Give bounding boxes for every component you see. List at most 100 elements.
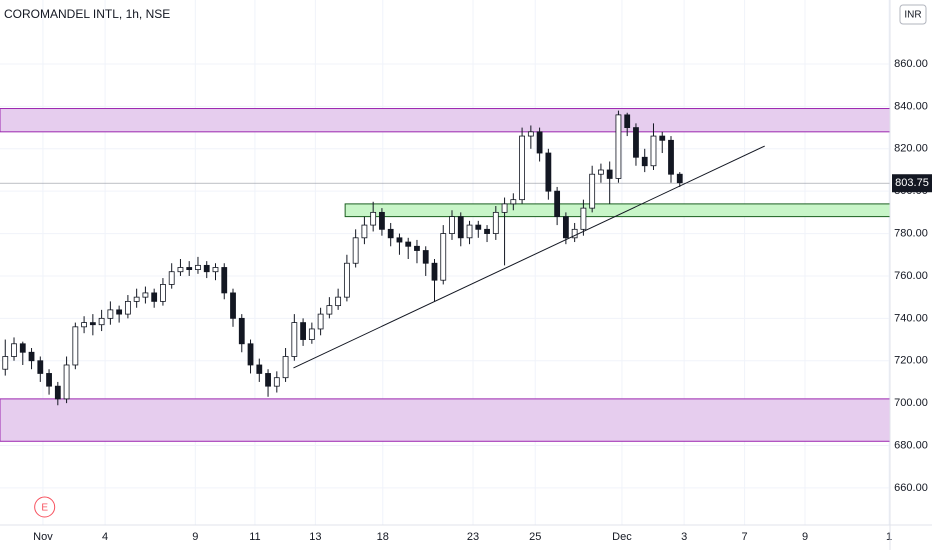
zone [344, 203, 891, 218]
candle-body [387, 228, 394, 239]
y-tick-label: 660.00 [894, 482, 928, 494]
candle-body [54, 385, 61, 400]
zone [0, 398, 891, 442]
x-tick-label: 9 [192, 531, 198, 543]
candle-body [624, 114, 631, 128]
candle-body [63, 364, 70, 400]
candle-body [186, 267, 193, 271]
candle-body [615, 114, 622, 179]
event-label: E [41, 503, 48, 514]
candle-body [107, 309, 114, 319]
candle-body [484, 228, 490, 234]
candle-body [160, 284, 166, 302]
candle-body [379, 211, 385, 230]
zone [0, 108, 891, 133]
candle-body [466, 224, 473, 239]
candle-body [440, 233, 447, 281]
candle-body [19, 343, 26, 353]
candle-body [659, 135, 666, 141]
candle-body [212, 267, 219, 273]
x-tick-label: 7 [742, 531, 748, 543]
y-tick-label: 780.00 [894, 227, 928, 239]
candle-body [352, 237, 359, 264]
candle-body [370, 211, 377, 226]
candle-body [343, 262, 350, 298]
candle-body [317, 313, 324, 330]
candle-body [89, 322, 96, 326]
x-tick-label: Dec [612, 531, 632, 543]
candle-body [527, 131, 534, 137]
y-tick-label: 840.00 [894, 100, 928, 112]
x-tick-label: 18 [377, 531, 389, 543]
candle-body [282, 356, 289, 379]
candle-body [300, 322, 306, 340]
candle-body [641, 156, 648, 167]
candle-body [221, 267, 228, 294]
candle-body [203, 264, 210, 273]
candle-body [46, 373, 52, 387]
candle-body [81, 322, 87, 328]
x-tick-label: 11 [249, 531, 260, 543]
candle-body [256, 364, 263, 374]
candle-body [98, 317, 105, 326]
candle-body [2, 356, 9, 370]
x-tick-label: 1 [886, 531, 892, 543]
candle-body [335, 296, 342, 307]
candle-body [536, 131, 543, 154]
candle-body [72, 326, 79, 366]
last-price-label: 803.75 [895, 177, 929, 189]
candle-body [554, 190, 561, 218]
candle-body [501, 203, 508, 213]
y-tick-label: 860.00 [894, 58, 928, 70]
candle-body [168, 271, 175, 285]
candle-body [247, 343, 254, 366]
candle-body [116, 309, 123, 315]
x-tick-label: Nov [33, 531, 53, 543]
y-tick-label: 680.00 [894, 439, 928, 451]
x-tick-label: 3 [681, 531, 687, 543]
candle-body [449, 216, 455, 234]
candle-body [291, 322, 298, 357]
candle-body [28, 351, 35, 362]
candle-body [37, 360, 44, 374]
candle-body [606, 169, 613, 179]
candle-body [230, 292, 236, 319]
candle-body [151, 292, 158, 302]
candle-body [431, 262, 438, 281]
candle-body [414, 245, 420, 251]
candle-body [492, 211, 499, 234]
candle-body [650, 135, 657, 167]
event-marker [34, 496, 56, 518]
candle-body [308, 328, 315, 340]
candle-body [571, 228, 578, 239]
y-tick-label: 720.00 [894, 355, 928, 367]
x-tick-label: 25 [529, 531, 541, 543]
x-tick-label: 23 [467, 531, 479, 543]
candle-body [361, 224, 368, 239]
candle-body [519, 135, 525, 201]
trendline [293, 145, 765, 369]
candle-body [195, 264, 201, 271]
candle-body [265, 373, 271, 387]
currency-badge[interactable] [899, 4, 927, 25]
x-tick-label: 4 [102, 531, 108, 543]
candle-body [273, 377, 280, 387]
candle-body [562, 216, 569, 239]
chart-title: COROMANDEL INTL, 1h, NSE [4, 7, 170, 21]
candle-body [580, 207, 587, 230]
candle-body [598, 169, 604, 175]
candle-body [396, 237, 403, 243]
candle-body [124, 300, 131, 315]
candle-body [326, 305, 333, 315]
candle-body [668, 139, 674, 175]
candle-body [457, 216, 464, 239]
candle-body [633, 127, 639, 158]
candle-body [142, 292, 149, 298]
y-tick-label: 740.00 [894, 312, 928, 324]
candle-body [589, 173, 596, 209]
candle-body [545, 152, 552, 192]
candle-body [510, 199, 517, 205]
